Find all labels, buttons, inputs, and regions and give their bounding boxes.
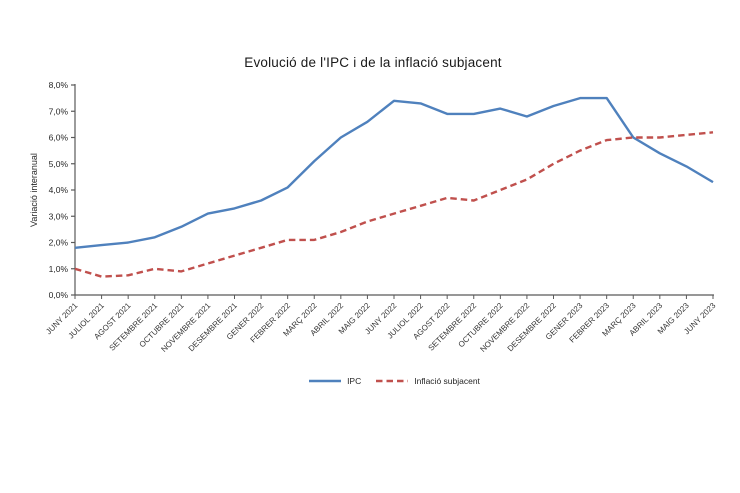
y-axis-tick-label: 3,0% <box>49 211 69 221</box>
y-axis-tick-label: 0,0% <box>49 290 69 300</box>
legend-label-ipc: IPC <box>347 376 362 386</box>
y-axis-tick-label: 2,0% <box>49 238 69 248</box>
x-axis-tick-label: SETEMBRE 2022 <box>427 301 479 353</box>
y-axis-tick-label: 8,0% <box>49 80 69 90</box>
legend-item-subjacent: Inflació subjacent <box>375 376 480 386</box>
y-axis-tick-label: 5,0% <box>49 159 69 169</box>
y-axis-tick-label: 4,0% <box>49 185 69 195</box>
y-axis-title: Variació interanual <box>29 153 39 227</box>
x-axis-tick-label: NOVEMBRE 2022 <box>478 301 531 354</box>
x-axis-tick-label: NOVEMBRE 2021 <box>159 301 212 354</box>
legend-item-ipc: IPC <box>308 376 361 386</box>
y-axis-tick-label: 7,0% <box>49 106 69 116</box>
ipc-line <box>74 96 714 249</box>
legend-ipc-line-sample <box>309 379 342 383</box>
legend-subjacent-line-sample <box>376 379 409 383</box>
legend: IPC Inflació subjacent <box>75 372 713 390</box>
chart-title: Evolució de l'IPC i de la inflació subja… <box>244 55 502 70</box>
legend-label-subjacent: Inflació subjacent <box>414 376 480 386</box>
subjacent-line <box>74 131 714 278</box>
x-axis-tick-label: SETEMBRE 2021 <box>108 301 160 353</box>
x-axis-tick-label: DESEMBRE 2021 <box>187 301 240 354</box>
y-axis-tick-label: 1,0% <box>49 264 69 274</box>
x-axis-tick-label: DESEMBRE 2022 <box>506 301 559 354</box>
y-axis-tick-label: 6,0% <box>49 133 69 143</box>
